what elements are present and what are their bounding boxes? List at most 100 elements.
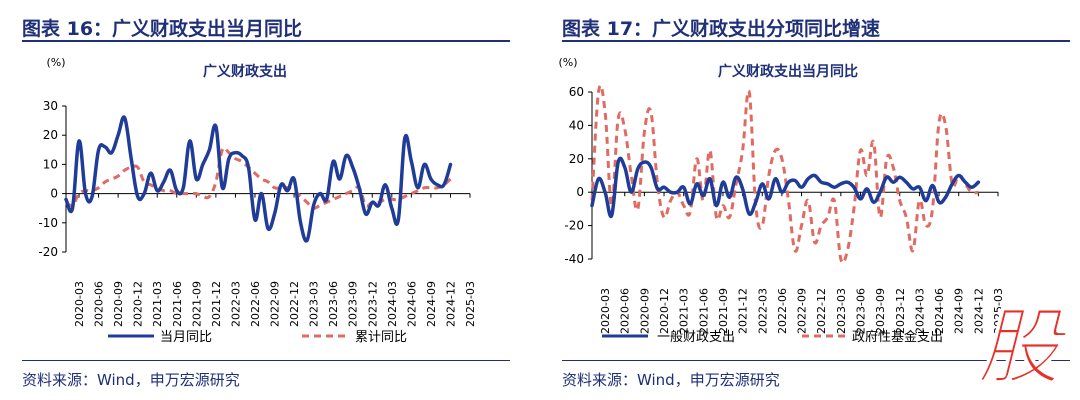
data-point bbox=[300, 222, 301, 223]
data-point bbox=[313, 205, 314, 206]
data-point bbox=[124, 170, 125, 171]
left-panel: 图表 16：广义财政支出当月同比 广义财政支出 (%) 30 20 10 0 -10 -20 2… bbox=[0, 0, 520, 400]
data-point bbox=[228, 152, 229, 153]
data-point bbox=[124, 117, 125, 118]
data-point bbox=[391, 208, 392, 209]
y-tick-label: 40 bbox=[569, 118, 584, 132]
data-point bbox=[430, 187, 431, 188]
data-point bbox=[618, 162, 619, 163]
data-point bbox=[736, 183, 737, 184]
data-point bbox=[742, 188, 743, 189]
data-point bbox=[827, 217, 828, 218]
data-point bbox=[683, 187, 684, 188]
data-point bbox=[163, 181, 164, 182]
data-point bbox=[952, 183, 953, 184]
data-point bbox=[742, 150, 743, 151]
data-point bbox=[860, 150, 861, 151]
data-point bbox=[965, 182, 966, 183]
data-point bbox=[834, 187, 835, 188]
data-point bbox=[79, 193, 80, 194]
data-point bbox=[978, 182, 979, 183]
data-point bbox=[637, 168, 638, 169]
data-point bbox=[873, 202, 874, 203]
data-point bbox=[202, 196, 203, 197]
data-point bbox=[919, 200, 920, 201]
data-point bbox=[365, 205, 366, 206]
data-point bbox=[430, 179, 431, 180]
data-point bbox=[359, 187, 360, 188]
data-point bbox=[163, 190, 164, 191]
data-point bbox=[945, 125, 946, 126]
data-point bbox=[248, 167, 249, 168]
series-dashed bbox=[65, 146, 452, 210]
data-point bbox=[886, 158, 887, 159]
data-point bbox=[605, 192, 606, 193]
data-point bbox=[118, 135, 119, 136]
data-point bbox=[189, 193, 190, 194]
data-point bbox=[274, 187, 275, 188]
data-point bbox=[939, 122, 940, 123]
data-point bbox=[261, 193, 262, 194]
data-point bbox=[853, 187, 854, 188]
data-point bbox=[281, 184, 282, 185]
data-point bbox=[971, 192, 972, 193]
y-tick-label: -40 bbox=[564, 252, 584, 266]
unit-label: (%) bbox=[558, 56, 577, 69]
x-tick-label: 2022-12 bbox=[815, 288, 828, 334]
data-point bbox=[215, 181, 216, 182]
data-point bbox=[736, 177, 737, 178]
legend-label: 当月同比 bbox=[160, 330, 212, 345]
data-point bbox=[352, 167, 353, 168]
x-tick-label: 2020-12 bbox=[658, 288, 671, 334]
y-tick-label: -10 bbox=[38, 216, 58, 230]
x-tick-label: 2020-06 bbox=[93, 281, 106, 327]
data-point bbox=[598, 178, 599, 179]
data-point bbox=[768, 198, 769, 199]
data-point bbox=[241, 161, 242, 162]
data-point bbox=[926, 200, 927, 201]
data-point bbox=[437, 187, 438, 188]
data-point bbox=[723, 205, 724, 206]
series-solid bbox=[64, 115, 453, 243]
data-point bbox=[202, 164, 203, 165]
data-point bbox=[664, 187, 665, 188]
y-tick-label: 10 bbox=[43, 157, 58, 171]
data-point bbox=[683, 205, 684, 206]
figure-title: 图表 16：广义财政支出当月同比 bbox=[22, 18, 303, 40]
x-tick-label: 2020-06 bbox=[619, 288, 632, 334]
data-point bbox=[932, 185, 933, 186]
x-tick-label: 2021-09 bbox=[717, 288, 730, 334]
data-point bbox=[781, 158, 782, 159]
x-tick-label: 2021-12 bbox=[737, 288, 750, 334]
data-point bbox=[209, 196, 210, 197]
source-note: 资料来源：Wind，申万宏源研究 bbox=[562, 371, 780, 389]
data-point bbox=[352, 190, 353, 191]
data-point bbox=[971, 187, 972, 188]
data-point bbox=[598, 92, 599, 93]
x-tick-label: 2024-09 bbox=[953, 288, 966, 334]
data-point bbox=[631, 175, 632, 176]
data-point bbox=[450, 164, 451, 165]
data-point bbox=[624, 128, 625, 129]
data-point bbox=[255, 219, 256, 220]
data-point bbox=[821, 182, 822, 183]
data-point bbox=[437, 184, 438, 185]
data-point bbox=[261, 179, 262, 180]
data-point bbox=[137, 167, 138, 168]
data-point bbox=[860, 198, 861, 199]
data-point bbox=[618, 118, 619, 119]
data-point bbox=[111, 179, 112, 180]
data-point bbox=[709, 178, 710, 179]
x-tick-label: 2023-03 bbox=[835, 288, 848, 334]
data-point bbox=[398, 219, 399, 220]
data-point bbox=[605, 112, 606, 113]
data-point bbox=[762, 183, 763, 184]
data-point bbox=[762, 225, 763, 226]
data-point bbox=[365, 214, 366, 215]
data-point bbox=[631, 192, 632, 193]
data-point bbox=[183, 187, 184, 188]
legend-label: 一般财政支出 bbox=[657, 329, 735, 345]
data-point bbox=[346, 155, 347, 156]
data-point bbox=[137, 196, 138, 197]
y-tick-label: -20 bbox=[564, 219, 584, 233]
